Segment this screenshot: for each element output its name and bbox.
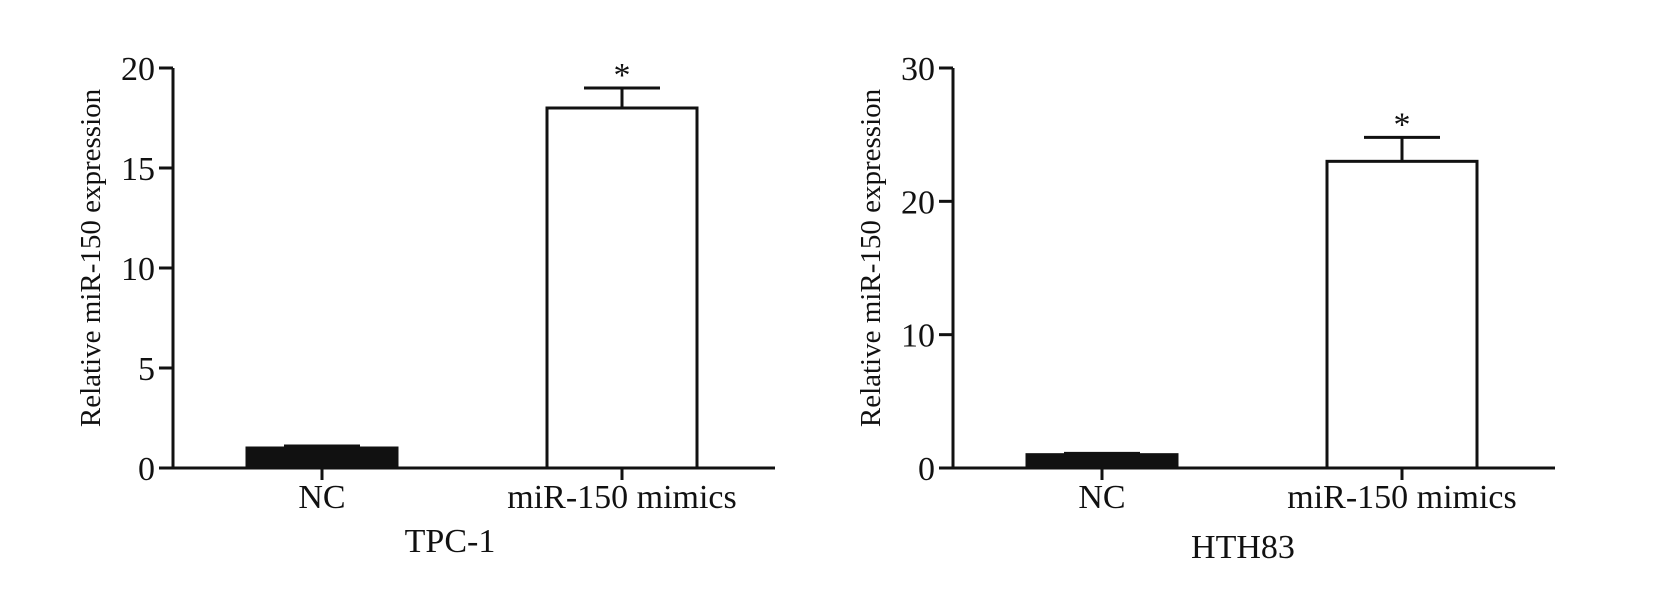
y-tick-label: 5 [138,351,155,388]
y-tick-label: 0 [918,451,935,488]
y-tick-label: 10 [121,251,155,288]
y-tick-label: 0 [138,451,155,488]
y-axis-label: Relative miR-150 expression [75,88,107,427]
x-axis-label: HTH83 [1191,529,1295,566]
y-axis-label: Relative miR-150 expression [855,88,887,427]
bar-2 [545,106,699,470]
y-tick-label: 30 [901,51,935,88]
x-tick-label: NC [298,479,345,516]
chart-panel-2: NC * miR-150 mimics 0 10 20 30 Relative miR-150… [855,51,1555,566]
significance-marker: * [1394,106,1411,143]
x-axis-label: TPC-1 [405,523,496,560]
y-tick-label: 10 [901,318,935,355]
significance-marker: * [614,57,631,94]
x-tick-label: miR-150 mimics [507,479,737,516]
bar-1 [245,446,399,470]
y-tick-label: 20 [121,51,155,88]
chart-panel-1: NC * miR-150 mimics 0 5 10 15 20 Relative miR-15… [75,51,775,560]
y-tick-label: 15 [121,151,155,188]
bar-2 [1325,159,1479,470]
y-tick-label: 20 [901,184,935,221]
x-tick-label: miR-150 mimics [1287,479,1517,516]
x-tick-label: NC [1078,479,1125,516]
bar-1 [1025,453,1179,470]
